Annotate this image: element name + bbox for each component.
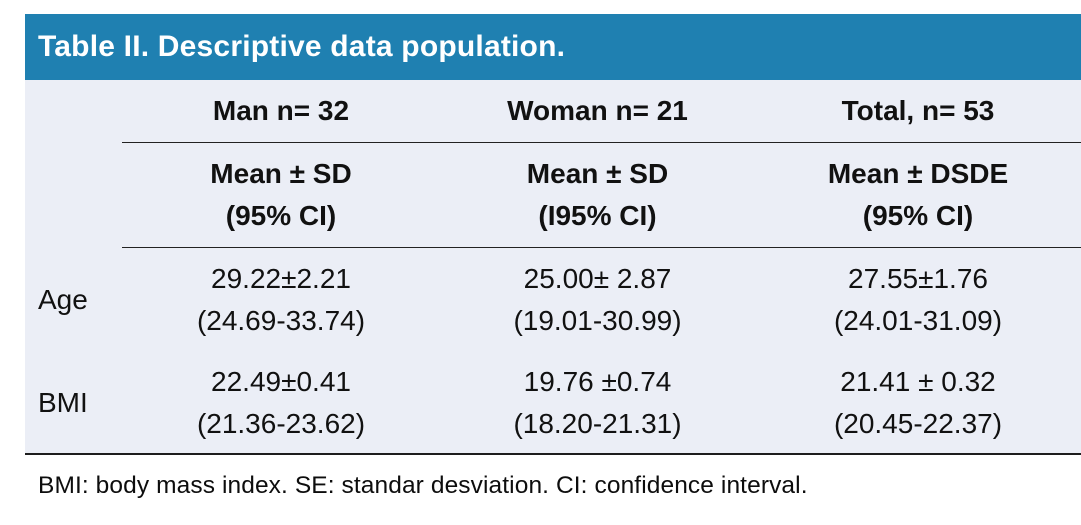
table-footnote: BMI: body mass index. SE: standar desvia… bbox=[38, 472, 808, 499]
column-header-woman: Woman n= 21 bbox=[440, 80, 755, 143]
row-label-age: Age bbox=[38, 284, 88, 315]
data-cell-age-total-mean: 27.55±1.76 bbox=[848, 263, 988, 294]
table-title: Table II. Descriptive data population. bbox=[38, 30, 566, 63]
data-cell-bmi-man-ci: (21.36-23.62) bbox=[196, 407, 366, 439]
subheader-woman-line2: (I95% CI) bbox=[538, 200, 657, 231]
subheader-man-line1: Mean ± SD bbox=[210, 158, 352, 189]
subheader-man: Mean ± SD (95% CI) bbox=[122, 143, 440, 248]
data-cell-age-man-mean: 29.22±2.21 bbox=[211, 263, 351, 294]
data-cell-bmi-woman-ci: (18.20-21.31) bbox=[513, 407, 682, 439]
data-cell-age-total-ci: (24.01-31.09) bbox=[833, 305, 1003, 336]
data-cell-bmi-woman: 19.76 ±0.74 (18.20-21.31) bbox=[440, 352, 755, 453]
data-cell-bmi-total-mean: 21.41 ± 0.32 bbox=[840, 365, 996, 397]
subheader-total: Mean ± DSDE (95% CI) bbox=[755, 143, 1081, 248]
descriptive-data-table: Man n= 32 Woman n= 21 Total, n= 53 Mean … bbox=[25, 80, 1081, 455]
column-header-man-label: Man n= 32 bbox=[212, 95, 350, 126]
column-header-total-label: Total, n= 53 bbox=[841, 95, 995, 126]
table-figure: Table II. Descriptive data population. M… bbox=[25, 14, 1081, 455]
data-cell-age-woman-mean: 25.00± 2.87 bbox=[523, 263, 672, 294]
subheader-spacer-cell bbox=[25, 143, 122, 248]
data-cell-bmi-total-ci: (20.45-22.37) bbox=[833, 407, 1003, 439]
data-cell-bmi-man: 22.49±0.41 (21.36-23.62) bbox=[122, 352, 440, 453]
data-cell-age-man: 29.22±2.21 (24.69-33.74) bbox=[122, 248, 440, 352]
data-cell-bmi-woman-mean: 19.76 ±0.74 bbox=[523, 365, 672, 397]
column-header-woman-label: Woman n= 21 bbox=[507, 95, 688, 126]
subheader-total-line2: (95% CI) bbox=[862, 200, 974, 231]
data-cell-bmi-man-mean: 22.49±0.41 bbox=[211, 365, 351, 397]
subheader-man-line2: (95% CI) bbox=[225, 200, 337, 231]
column-header-total: Total, n= 53 bbox=[755, 80, 1081, 143]
subheader-woman-line1: Mean ± SD bbox=[526, 158, 669, 189]
subheader-total-line1: Mean ± DSDE bbox=[827, 158, 1009, 189]
data-cell-age-woman: 25.00± 2.87 (19.01-30.99) bbox=[440, 248, 755, 352]
table-title-bar: Table II. Descriptive data population. bbox=[25, 14, 1081, 80]
corner-cell bbox=[25, 80, 122, 143]
data-cell-age-woman-ci: (19.01-30.99) bbox=[513, 305, 682, 336]
data-cell-age-man-ci: (24.69-33.74) bbox=[196, 305, 366, 336]
data-cell-age-total: 27.55±1.76 (24.01-31.09) bbox=[755, 248, 1081, 352]
data-cell-bmi-total: 21.41 ± 0.32 (20.45-22.37) bbox=[755, 352, 1081, 453]
row-label-bmi: BMI bbox=[38, 386, 88, 418]
subheader-woman: Mean ± SD (I95% CI) bbox=[440, 143, 755, 248]
column-header-man: Man n= 32 bbox=[122, 80, 440, 143]
